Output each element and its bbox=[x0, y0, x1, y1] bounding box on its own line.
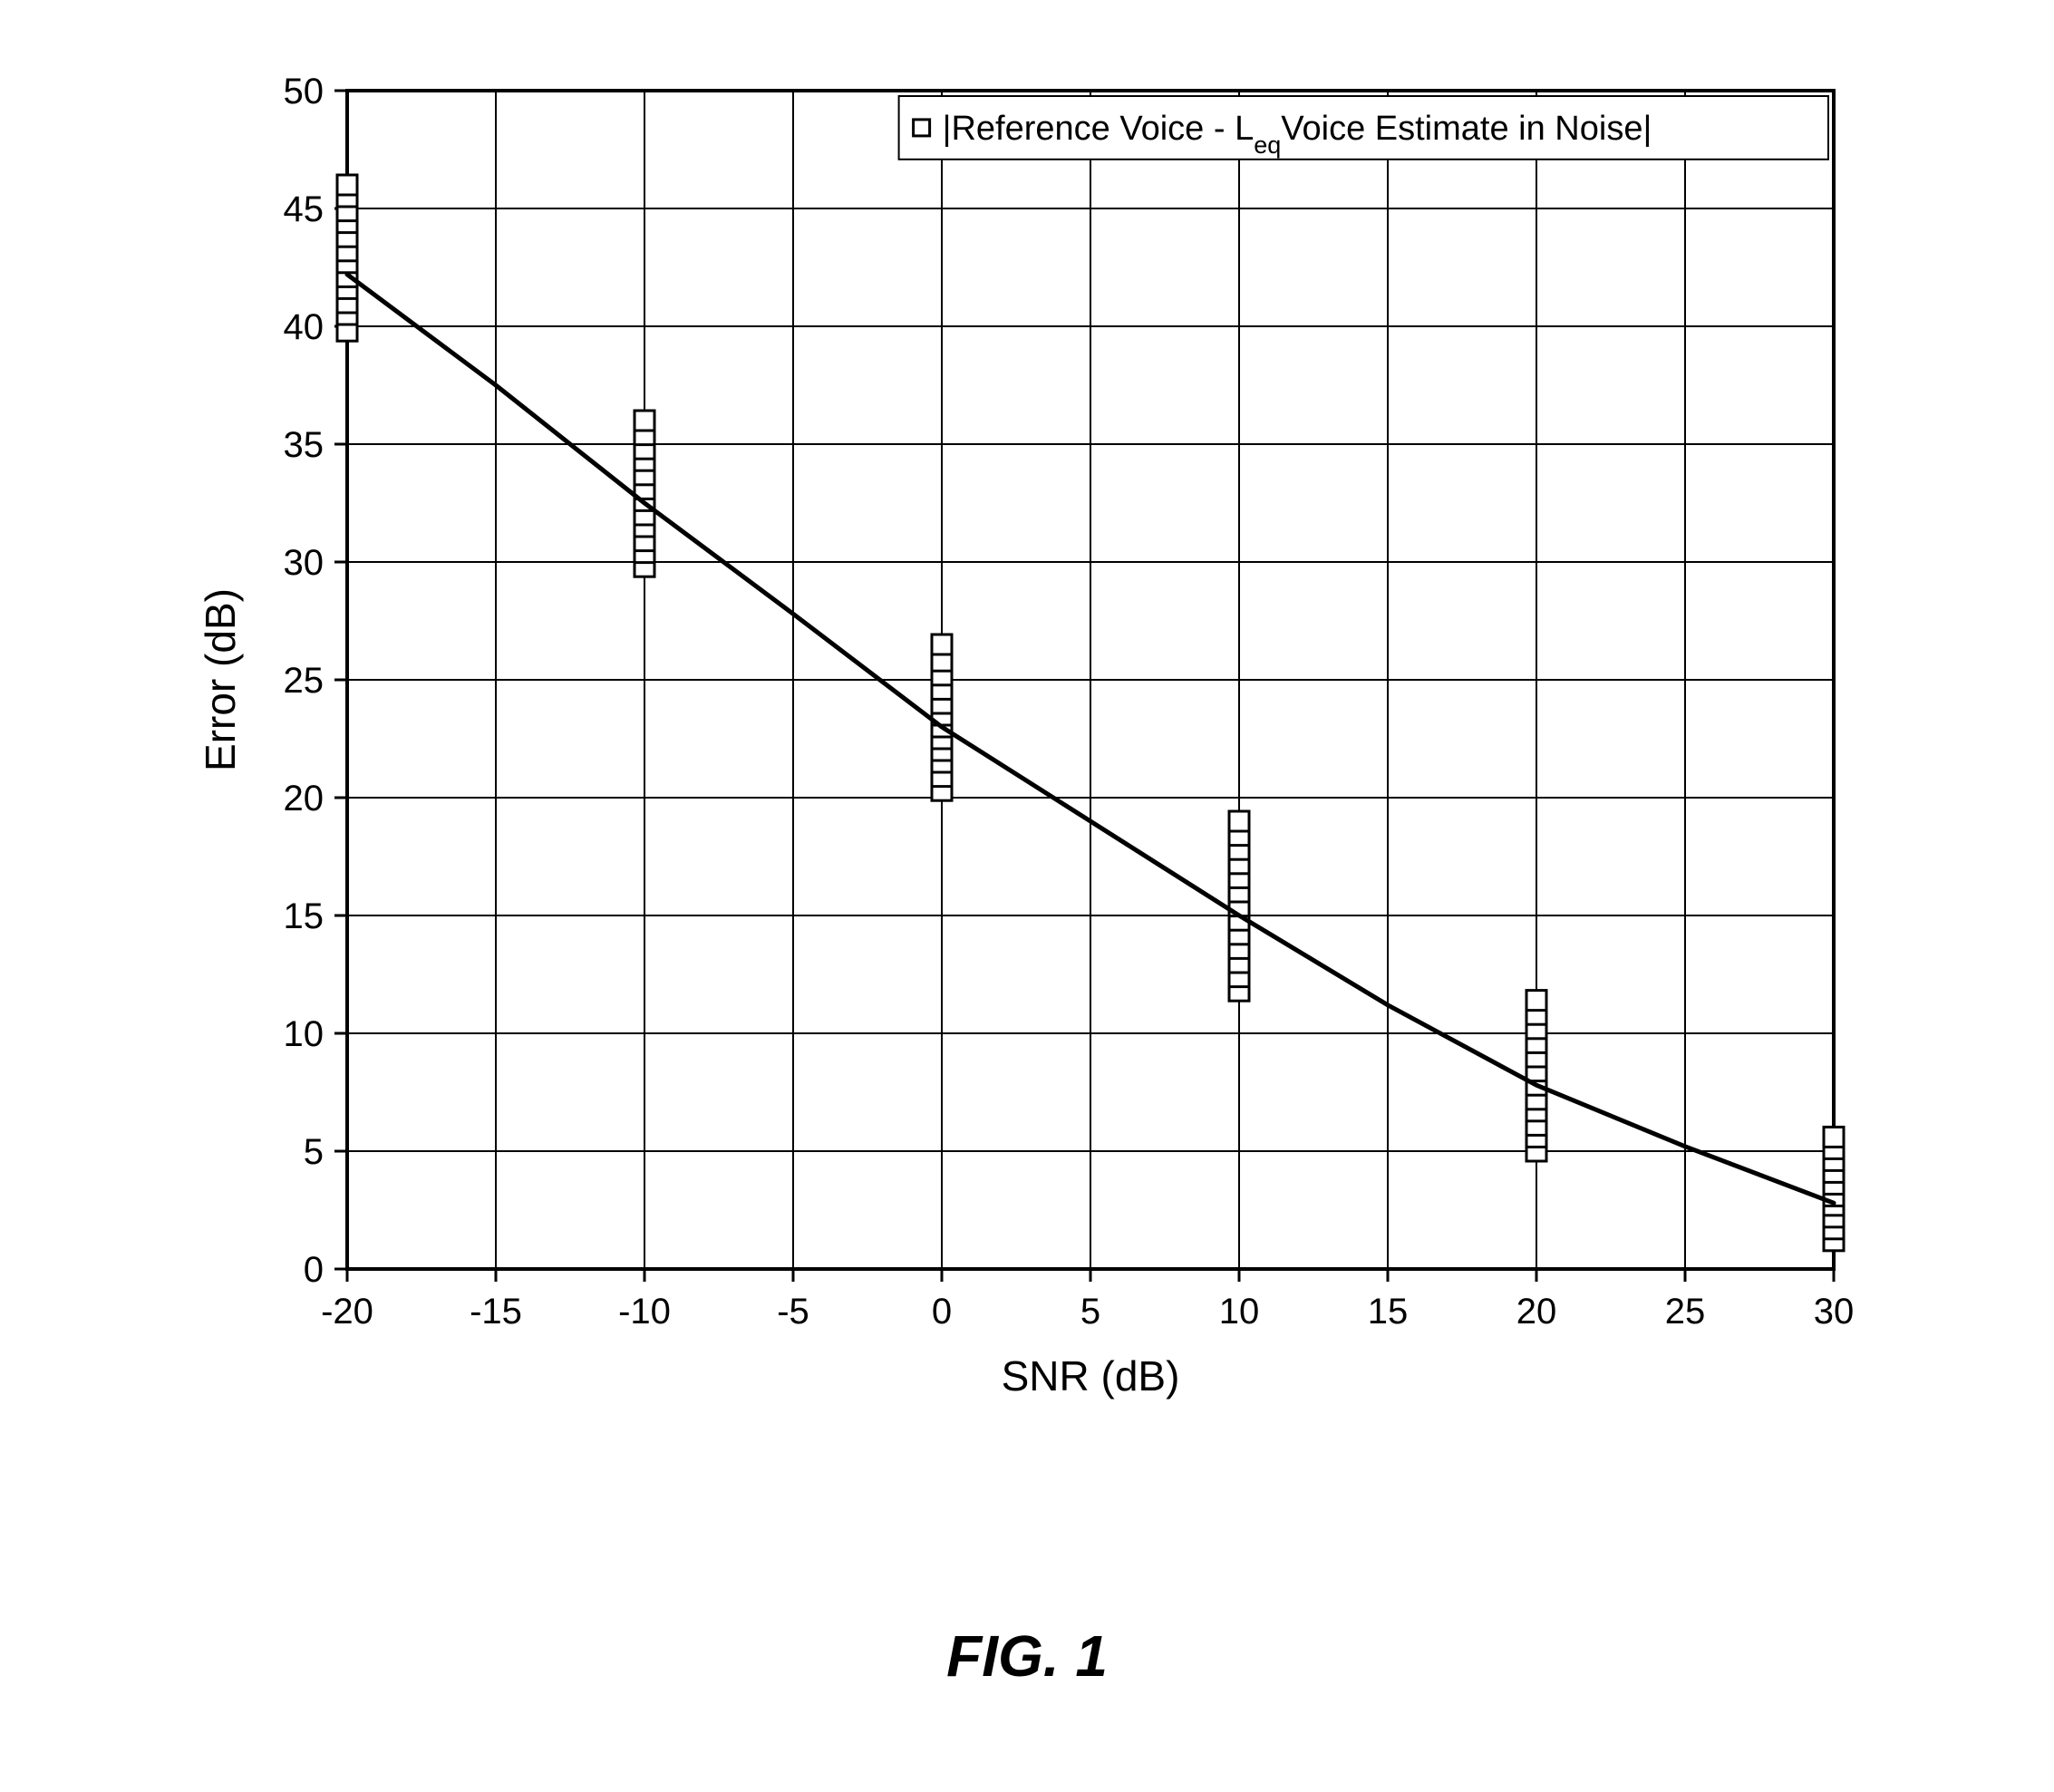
svg-text:40: 40 bbox=[284, 307, 325, 347]
svg-text:Error (dB): Error (dB) bbox=[197, 588, 244, 771]
svg-text:-5: -5 bbox=[777, 1292, 809, 1332]
svg-text:-10: -10 bbox=[618, 1292, 671, 1332]
svg-text:-15: -15 bbox=[470, 1292, 522, 1332]
svg-text:-20: -20 bbox=[321, 1292, 373, 1332]
error-vs-snr-chart: -20 -15 -10 -5 0 5 10 15 20 25 30 0 5 10 15 20 25 30 35 40 4… bbox=[166, 36, 1888, 1450]
figure-caption: FIG. 1 bbox=[946, 1622, 1108, 1690]
svg-text:0: 0 bbox=[932, 1292, 952, 1332]
svg-text:45: 45 bbox=[284, 189, 325, 229]
svg-text:0: 0 bbox=[304, 1250, 324, 1290]
svg-text:30: 30 bbox=[284, 543, 325, 583]
svg-text:10: 10 bbox=[284, 1014, 325, 1054]
svg-text:20: 20 bbox=[284, 779, 325, 819]
svg-text:5: 5 bbox=[1080, 1292, 1100, 1332]
svg-text:35: 35 bbox=[284, 425, 325, 465]
svg-text:25: 25 bbox=[1665, 1292, 1706, 1332]
svg-text:15: 15 bbox=[284, 896, 325, 936]
svg-text:10: 10 bbox=[1219, 1292, 1260, 1332]
svg-text:5: 5 bbox=[304, 1132, 324, 1172]
page: -20 -15 -10 -5 0 5 10 15 20 25 30 0 5 10 15 20 25 30 35 40 4… bbox=[0, 0, 2054, 1792]
svg-text:15: 15 bbox=[1368, 1292, 1409, 1332]
svg-text:30: 30 bbox=[1814, 1292, 1855, 1332]
svg-text:SNR (dB): SNR (dB) bbox=[1002, 1352, 1180, 1400]
svg-text:50: 50 bbox=[284, 72, 325, 111]
svg-text:25: 25 bbox=[284, 661, 325, 701]
chart-container: -20 -15 -10 -5 0 5 10 15 20 25 30 0 5 10 15 20 25 30 35 40 4… bbox=[166, 36, 1888, 1455]
svg-text:20: 20 bbox=[1516, 1292, 1557, 1332]
